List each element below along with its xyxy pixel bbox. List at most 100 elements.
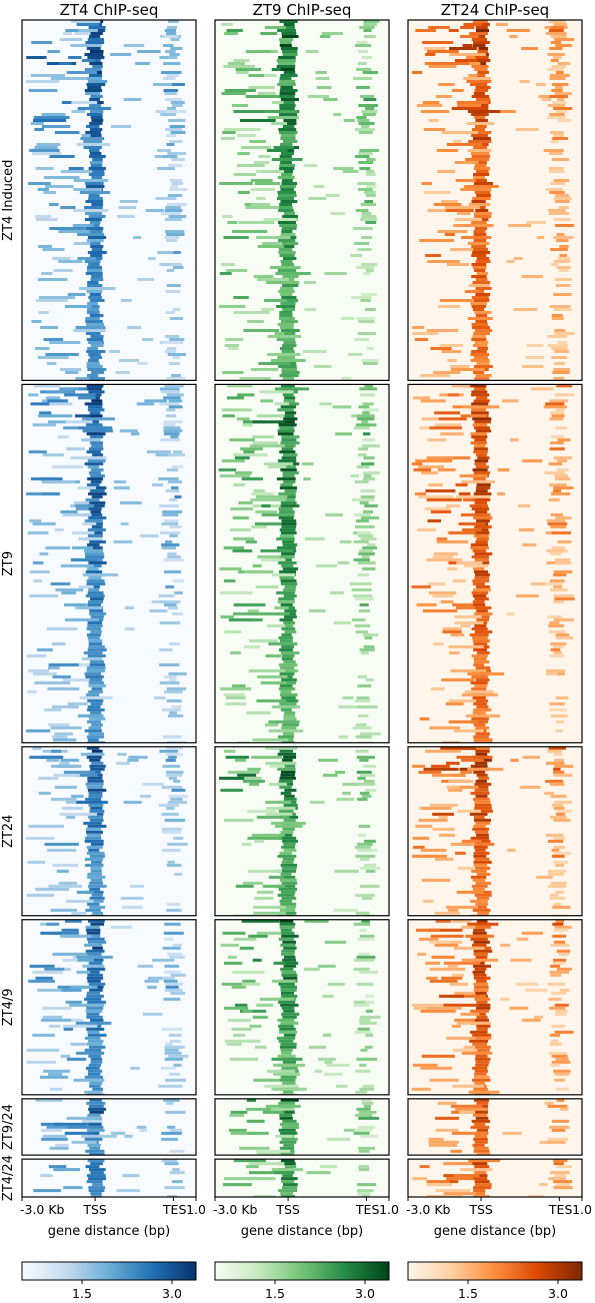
heatmap-cell: [361, 236, 372, 239]
heatmap-cell: [162, 764, 181, 768]
heatmap-cell: [88, 353, 101, 356]
heatmap-cell: [513, 308, 538, 311]
heatmap-cell: [551, 1128, 566, 1132]
heatmap-cell: [85, 182, 104, 185]
heatmap-cell: [89, 758, 101, 762]
heatmap-cell: [281, 726, 297, 730]
heatmap-cell: [549, 1033, 561, 1037]
heatmap-cell: [232, 516, 249, 520]
heatmap-cell: [38, 791, 51, 795]
heatmap-cell: [46, 758, 60, 762]
heatmap-cell: [278, 681, 297, 685]
heatmap-cell: [279, 785, 292, 789]
heatmap-cell: [77, 107, 111, 110]
heatmap-cell: [351, 588, 372, 592]
heatmap-cell: [471, 221, 487, 224]
heatmap-cell: [267, 624, 286, 628]
heatmap-cell: [474, 997, 491, 1001]
heatmap-cell: [46, 362, 57, 365]
heatmap-cell: [255, 585, 279, 589]
heatmap-cell: [323, 98, 338, 101]
heatmap-cell: [174, 591, 183, 595]
heatmap-cell: [361, 794, 372, 798]
heatmap-cell: [172, 1168, 180, 1172]
heatmap-cell: [475, 26, 488, 29]
heatmap-cell: [49, 341, 81, 344]
heatmap-cell: [168, 399, 183, 403]
heatmap-cell: [256, 197, 266, 200]
heatmap-cell: [429, 726, 461, 730]
heatmap-cell: [26, 893, 54, 897]
heatmap-cell: [459, 161, 475, 164]
heatmap-cell: [88, 1177, 107, 1181]
heatmap-cell: [271, 821, 306, 825]
heatmap-cell: [253, 911, 286, 915]
heatmap-cell: [476, 896, 490, 900]
heatmap-cell: [412, 764, 426, 768]
heatmap-cell: [281, 973, 298, 977]
heatmap-cell: [86, 669, 105, 673]
heatmap-cell: [264, 1084, 299, 1088]
heatmap-cell: [164, 1051, 182, 1055]
heatmap-cell: [279, 170, 294, 173]
heatmap-cell: [90, 630, 102, 634]
heatmap-cell: [84, 402, 103, 406]
heatmap-cell: [86, 1015, 103, 1019]
heatmap-cell: [25, 80, 60, 83]
heatmap-cell: [232, 612, 262, 616]
heatmap-cell: [233, 1033, 246, 1037]
heatmap-cell: [90, 615, 104, 619]
heatmap-cell: [360, 293, 377, 296]
heatmap-cell: [277, 62, 296, 65]
heatmap-cell: [219, 776, 245, 780]
heatmap-cell: [476, 839, 491, 843]
heatmap-cell: [167, 860, 175, 864]
heatmap-cell: [356, 1057, 378, 1061]
heatmap-cell: [284, 396, 296, 400]
heatmap-cell: [89, 1084, 101, 1088]
heatmap-cell: [251, 492, 274, 496]
heatmap-cell: [277, 1152, 295, 1156]
heatmap-cell: [473, 815, 485, 819]
heatmap-cell: [163, 675, 177, 679]
heatmap-cell: [360, 732, 381, 736]
heatmap-cell: [281, 402, 299, 406]
heatmap-cell: [64, 305, 92, 308]
heatmap-cell: [130, 884, 144, 888]
heatmap-cell: [456, 890, 484, 894]
heatmap-cell: [86, 450, 101, 454]
heatmap-cell: [557, 98, 565, 101]
heatmap-cell: [88, 194, 100, 197]
heatmap-cell: [125, 606, 134, 610]
heatmap-cell: [163, 62, 181, 65]
heatmap-cell: [473, 648, 487, 652]
heatmap-cell: [333, 908, 358, 912]
heatmap-cell: [245, 95, 280, 98]
heatmap-cell: [224, 1006, 249, 1010]
heatmap-cell: [555, 696, 569, 700]
heatmap-cell: [226, 29, 243, 32]
heatmap-cell: [284, 489, 297, 493]
heatmap-cell: [472, 600, 485, 604]
heatmap-cell: [92, 65, 103, 68]
heatmap-cell: [247, 609, 259, 613]
heatmap-cell: [169, 317, 184, 320]
heatmap-cell: [165, 311, 176, 314]
heatmap-cell: [447, 393, 460, 397]
heatmap-cell: [425, 749, 461, 753]
heatmap-cell: [90, 344, 104, 347]
heatmap-cell: [363, 510, 373, 514]
heatmap-cell: [164, 236, 180, 239]
heatmap-cell: [357, 675, 367, 679]
x-tick-label: TES: [162, 1202, 187, 1217]
heatmap-cell: [123, 98, 142, 101]
heatmap-cell: [62, 806, 84, 810]
heatmap-cell: [277, 459, 297, 463]
heatmap-cell: [476, 705, 489, 709]
heatmap-cell: [476, 1128, 488, 1132]
heatmap-cell: [87, 311, 100, 314]
heatmap-cell: [333, 167, 354, 170]
heatmap-cell: [280, 468, 297, 472]
heatmap-cell: [167, 952, 183, 956]
heatmap-frame: [21, 383, 197, 744]
